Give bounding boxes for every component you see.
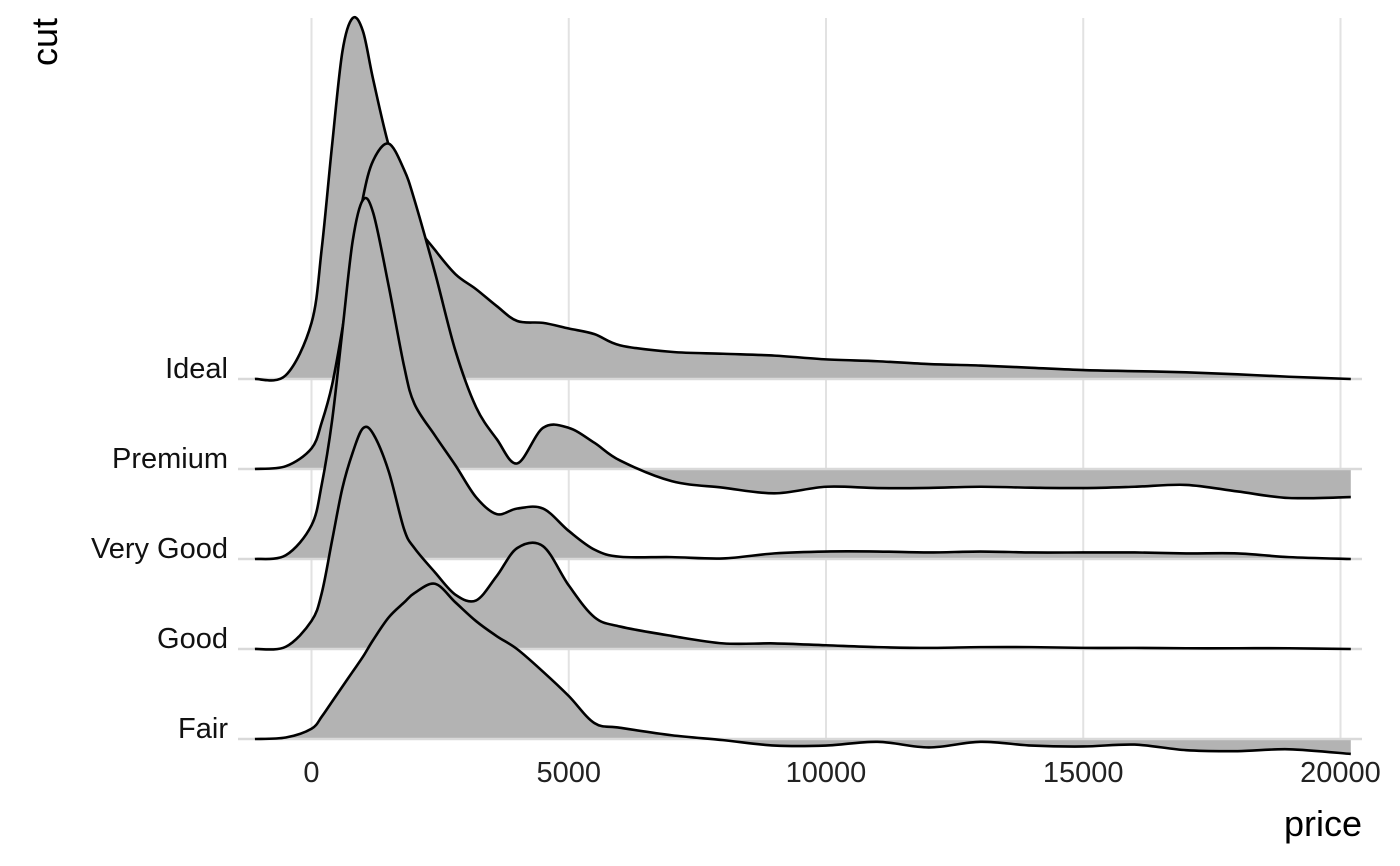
ridge-line-very-good <box>254 196 1351 561</box>
ridge-line-good <box>254 425 1351 651</box>
x-tick-label-5000: 5000 <box>536 757 601 789</box>
x-tick-label-15000: 15000 <box>1043 757 1124 789</box>
x-tick-label-20000: 20000 <box>1300 757 1381 789</box>
ridge-line-ideal <box>254 15 1351 382</box>
category-labels: Ideal Premium Very Good Good Fair <box>91 353 228 745</box>
y-axis-title: cut <box>24 18 65 66</box>
ridge-area-fair <box>254 583 1351 754</box>
x-axis-title: price <box>1284 803 1362 844</box>
category-label-good: Good <box>157 623 228 655</box>
x-tick-label-0: 0 <box>303 757 319 789</box>
ridge-line-fair <box>254 582 1351 756</box>
ridges <box>238 15 1362 756</box>
category-label-very-good: Very Good <box>91 533 228 565</box>
category-label-premium: Premium <box>112 443 228 475</box>
ridge-area-good <box>254 426 1351 650</box>
category-label-ideal: Ideal <box>165 353 228 385</box>
category-label-fair: Fair <box>178 713 228 745</box>
x-tick-label-10000: 10000 <box>786 757 867 789</box>
x-tick-labels: 0 5000 10000 15000 20000 <box>303 757 1380 789</box>
ridge-fair <box>238 582 1362 756</box>
